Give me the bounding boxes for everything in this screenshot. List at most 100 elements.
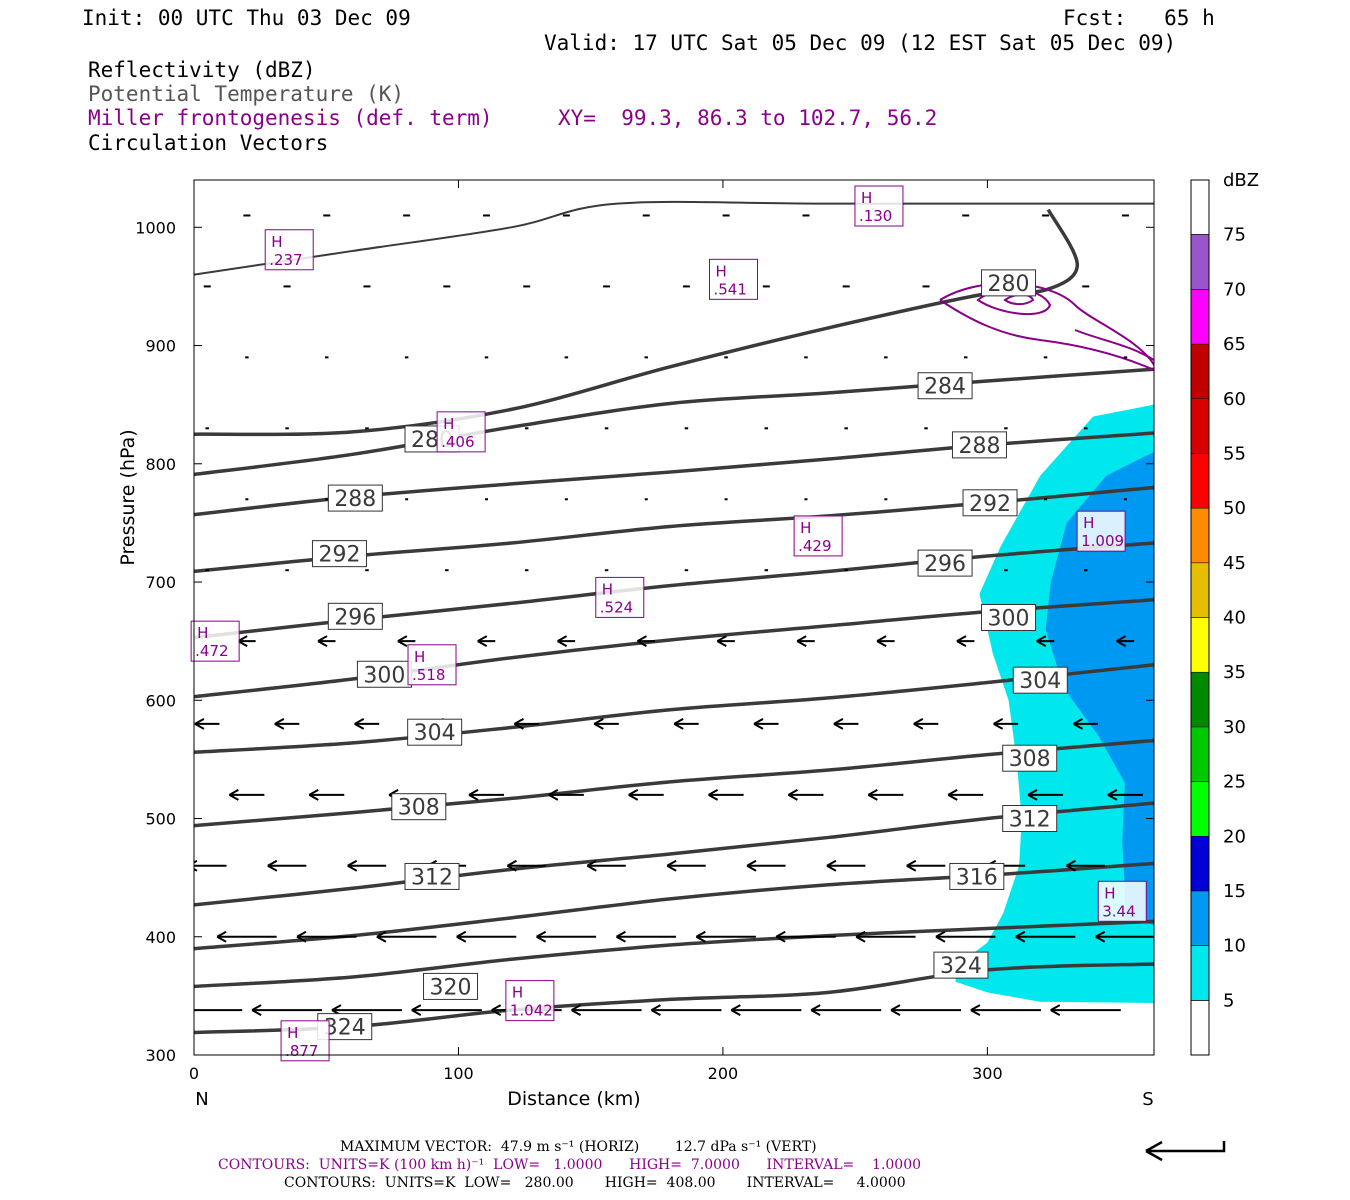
theta-label-box [981, 604, 1037, 631]
frontogenesis-max-value: .237 [269, 251, 302, 269]
theta-label: 288 [958, 434, 1000, 459]
frontogenesis-max-box [595, 576, 645, 618]
circulation-vector [695, 930, 756, 943]
circulation-vector [376, 930, 437, 943]
colorbar-segment [1190, 945, 1210, 1001]
colorbar-title: dBZ [1223, 170, 1259, 191]
frontogenesis-max-value: .472 [195, 642, 228, 660]
circulation-vector [468, 788, 504, 801]
frontogenesis-max-value: .524 [600, 598, 633, 616]
circulation-vector [913, 718, 939, 730]
frontogenesis-max-box [280, 1020, 330, 1062]
theta-label-box [1002, 805, 1058, 833]
circulation-vector [1036, 635, 1055, 648]
circulation-vector [867, 788, 904, 801]
south-label: S [1142, 1089, 1153, 1110]
theta-label: 304 [1019, 669, 1061, 694]
frontogenesis-max-label: H [861, 189, 872, 207]
colorbar-label: 35 [1223, 662, 1246, 683]
colorbar-label: 75 [1223, 225, 1246, 246]
circulation-vector [855, 930, 916, 943]
theta-label: 312 [411, 865, 453, 890]
theta-label: 280 [988, 272, 1030, 297]
colorbar-label: 25 [1223, 772, 1246, 793]
x-tick-label: 300 [972, 1064, 1003, 1083]
circulation-vector [833, 718, 859, 730]
circulation-vector [411, 1004, 482, 1016]
frontogenesis-max-label: H [414, 648, 425, 666]
colorbar-label: 70 [1223, 279, 1246, 300]
frontogenesis-max-box [1076, 510, 1126, 552]
circulation-vector [274, 718, 300, 730]
frontogenesis-max-box [505, 980, 555, 1022]
theta-label: 300 [363, 663, 405, 688]
theta-contour-308 [194, 738, 1154, 828]
legend-frontogenesis: Miller frontogenesis (def. term) [88, 106, 493, 130]
theta-label: 300 [988, 607, 1030, 632]
y-tick-label: 300 [145, 1046, 176, 1065]
theta-label-box [949, 862, 1005, 890]
frontogenesis-contour-info: CONTOURS: UNITS=K (100 km h)⁻¹ LOW= 1.00… [218, 1157, 922, 1173]
y-tick-label: 900 [145, 337, 176, 356]
theta-label-box [962, 489, 1018, 517]
circulation-vector [513, 718, 539, 730]
circulation-vector [1050, 1004, 1121, 1016]
y-tick-label: 1000 [135, 218, 176, 237]
frontogenesis-max-box [793, 515, 843, 557]
theta-contour-312 [194, 801, 1154, 907]
circulation-vector [354, 718, 380, 730]
circulation-vector [876, 635, 895, 648]
colorbar-segment [1190, 343, 1210, 399]
circulation-vector [730, 1004, 802, 1016]
colorbar-label: 15 [1223, 881, 1246, 902]
frontogenesis-max-box [436, 411, 486, 453]
circulation-vector [993, 718, 1019, 730]
valid-time: Valid: 17 UTC Sat 05 Dec 09 (12 EST Sat … [544, 31, 1177, 55]
colorbar-label: 45 [1223, 553, 1246, 574]
colorbar-segment [1190, 289, 1210, 345]
y-tick-label: 800 [145, 455, 176, 474]
colorbar-label: 20 [1223, 826, 1246, 847]
circulation-vector [636, 635, 655, 648]
circulation-vector [1107, 788, 1143, 801]
colorbar-segment [1190, 562, 1210, 618]
frontogenesis-max-value: .130 [859, 207, 892, 225]
theta-label: 308 [1009, 747, 1051, 772]
colorbar-label: 40 [1223, 608, 1246, 629]
circulation-vector [477, 635, 496, 648]
frontogenesis-max-label: H [512, 984, 523, 1002]
circulation-vector [935, 930, 996, 943]
frontogenesis-max-box [190, 620, 240, 662]
circulation-vector [753, 718, 779, 730]
theta-label-box [407, 718, 463, 746]
circulation-vector [1073, 718, 1099, 730]
circulation-vector [1116, 635, 1135, 648]
theta-label-box [917, 372, 973, 400]
frontogenesis-max-label: H [271, 233, 282, 251]
frontogenesis-max-box [407, 644, 457, 686]
theta-label: 292 [318, 543, 360, 568]
y-axis-label: Pressure (hPa) [117, 429, 139, 565]
frontogenesis-max-value: 3.44 [1102, 902, 1135, 920]
colorbar-segment [1190, 671, 1210, 728]
circulation-vector [593, 718, 619, 730]
y-tick-label: 600 [145, 691, 176, 710]
reference-vector [1145, 1140, 1226, 1162]
circulation-vector [194, 1009, 243, 1012]
circulation-vector [1015, 930, 1076, 943]
frontogenesis-contour [939, 282, 1154, 366]
x-tick-label: 100 [443, 1064, 474, 1083]
forecast-hour: Fcst: 65 h [1063, 6, 1215, 30]
init-time: Init: 00 UTC Thu 03 Dec 09 [82, 6, 411, 30]
frontogenesis-max-label: H [287, 1024, 298, 1042]
frontogenesis-max-label: H [1104, 884, 1115, 902]
circulation-vector [397, 635, 416, 648]
colorbar-segment [1190, 398, 1210, 454]
theta-contour-320 [194, 919, 1154, 989]
theta-label: 288 [334, 487, 376, 512]
legend-potential-temperature: Potential Temperature (K) [88, 82, 405, 106]
circulation-vector [251, 1004, 323, 1016]
theta-label: 320 [430, 975, 472, 1000]
frontogenesis-max-label: H [716, 262, 727, 280]
legend-reflectivity: Reflectivity (dBZ) [88, 58, 316, 82]
